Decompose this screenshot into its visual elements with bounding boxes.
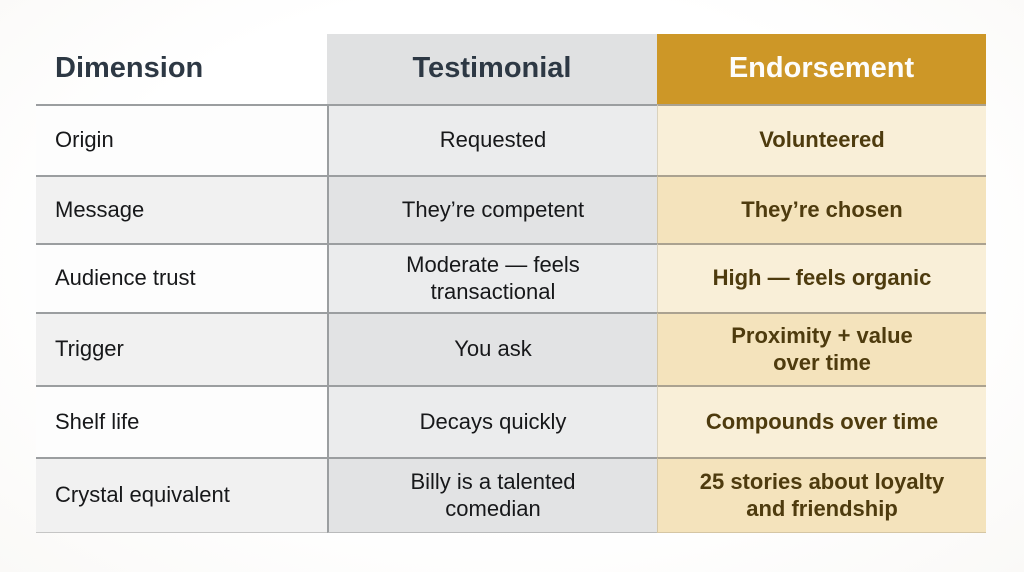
column-header-dimension: Dimension xyxy=(55,52,204,85)
row-message-testimonial: They’re competent xyxy=(327,175,657,243)
row-origin-endorsement: Volunteered xyxy=(657,104,986,175)
row-trigger-endorsement: Proximity + value over time xyxy=(657,312,986,385)
column-header-testimonial: Testimonial xyxy=(327,34,657,104)
row-message-label: Message xyxy=(36,175,327,243)
row-shelf-life-endorsement: Compounds over time xyxy=(657,385,986,457)
column-header-endorsement: Endorsement xyxy=(657,34,986,104)
row-crystal-equivalent-endorsement: 25 stories about loyalty and friendship xyxy=(657,457,986,533)
row-trigger-label: Trigger xyxy=(36,312,327,385)
row-shelf-life-testimonial: Decays quickly xyxy=(327,385,657,457)
row-origin-label: Origin xyxy=(36,104,327,175)
row-audience-trust-label: Audience trust xyxy=(36,243,327,312)
row-trigger-testimonial: You ask xyxy=(327,312,657,385)
comparison-table: Dimension Testimonial Endorsement Origin… xyxy=(36,34,986,533)
row-audience-trust-testimonial: Moderate — feels transactional xyxy=(327,243,657,312)
row-origin-testimonial: Requested xyxy=(327,104,657,175)
row-shelf-life-label: Shelf life xyxy=(36,385,327,457)
row-crystal-equivalent-testimonial: Billy is a talented comedian xyxy=(327,457,657,533)
row-message-endorsement: They’re chosen xyxy=(657,175,986,243)
row-crystal-equivalent-label: Crystal equivalent xyxy=(36,457,327,533)
row-audience-trust-endorsement: High — feels organic xyxy=(657,243,986,312)
